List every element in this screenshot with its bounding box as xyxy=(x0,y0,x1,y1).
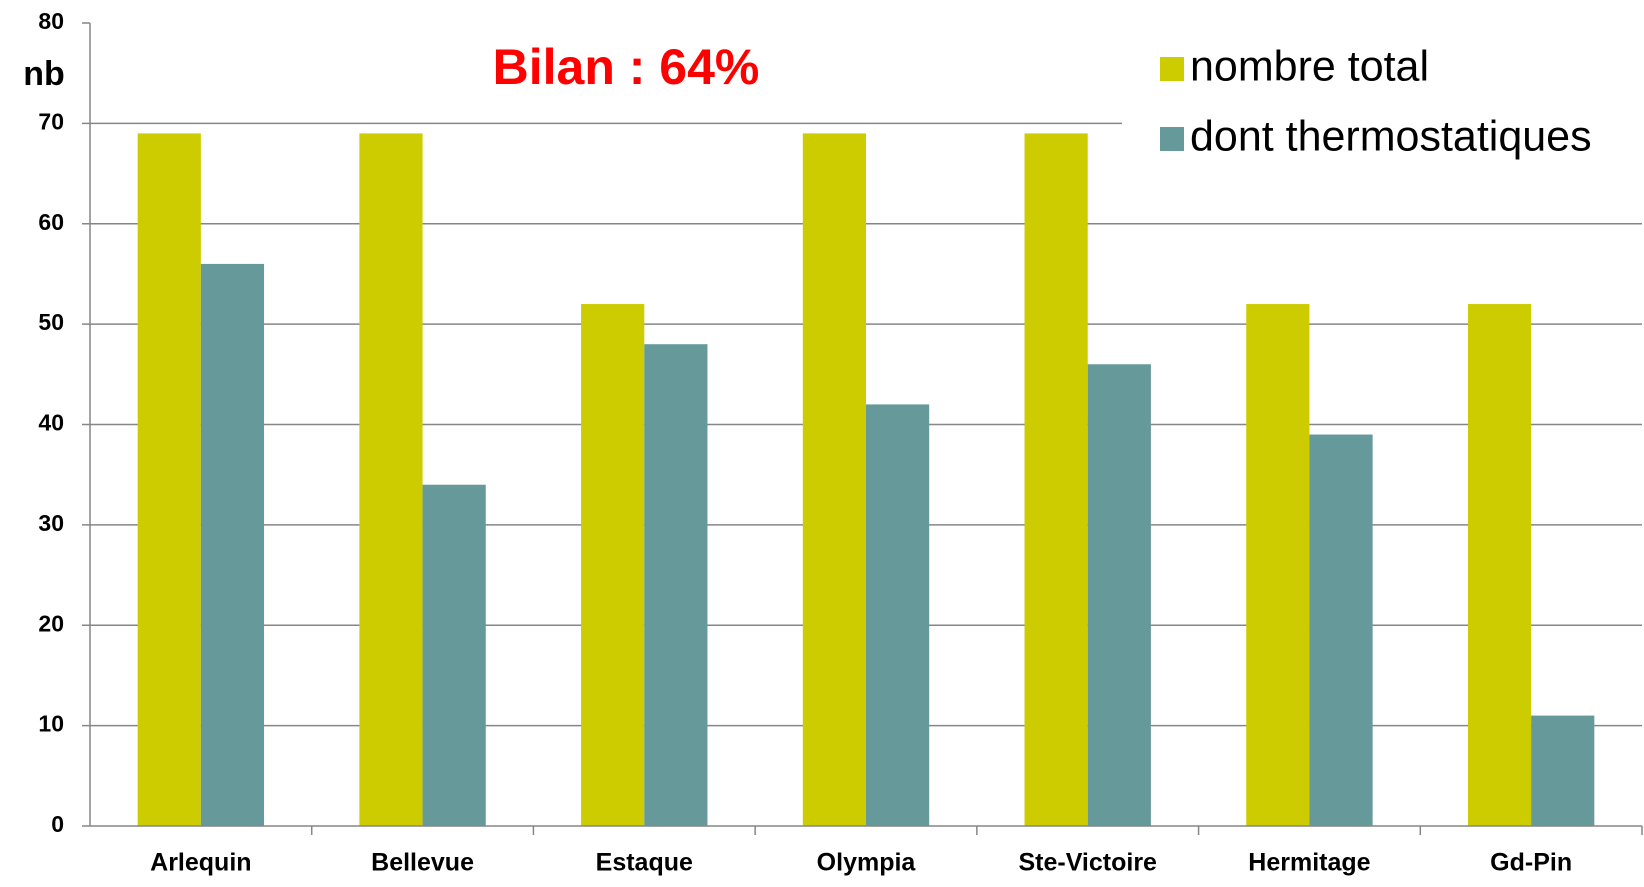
x-tick-label: Estaque xyxy=(596,849,693,877)
bars xyxy=(137,133,1595,827)
bar xyxy=(1024,133,1088,827)
bar xyxy=(137,133,201,827)
x-tick-label: Arlequin xyxy=(150,849,251,877)
bar xyxy=(802,133,866,827)
x-tick-label: Olympia xyxy=(817,849,917,877)
legend-label: dont thermostatiques xyxy=(1190,112,1592,160)
legend-swatch xyxy=(1160,127,1184,151)
bar xyxy=(581,304,645,826)
bar xyxy=(1246,304,1310,826)
y-tick-label: 60 xyxy=(38,209,64,235)
legend-swatch xyxy=(1160,57,1184,81)
bar xyxy=(1087,364,1151,826)
x-tick-label: Ste-Victoire xyxy=(1018,849,1157,877)
legend: nombre total dont thermostatiques xyxy=(1122,21,1644,173)
y-axis-label: nb xyxy=(23,55,65,93)
y-tick-label: 30 xyxy=(38,510,64,536)
chart-title: Bilan : 64% xyxy=(493,39,760,95)
bar xyxy=(1467,304,1532,826)
bar xyxy=(866,404,930,826)
legend-label: nombre total xyxy=(1190,42,1429,90)
legend-box xyxy=(1122,21,1644,173)
x-tick-label: Gd-Pin xyxy=(1490,849,1572,877)
y-tick-label: 50 xyxy=(38,309,64,335)
y-tick-label: 10 xyxy=(38,711,64,737)
y-tick-label: 20 xyxy=(38,610,64,636)
bar xyxy=(1309,434,1373,826)
bar xyxy=(359,133,423,827)
y-tick-label: 0 xyxy=(51,811,64,837)
bar xyxy=(1531,715,1595,826)
bar xyxy=(422,484,486,826)
x-tick-label: Bellevue xyxy=(371,849,474,877)
y-tick-label: 80 xyxy=(38,8,64,34)
bar xyxy=(200,263,265,826)
bar xyxy=(644,344,708,826)
y-tick-label: 40 xyxy=(38,410,64,436)
y-tick-label: 70 xyxy=(38,108,64,134)
x-tick-label: Hermitage xyxy=(1248,849,1370,877)
